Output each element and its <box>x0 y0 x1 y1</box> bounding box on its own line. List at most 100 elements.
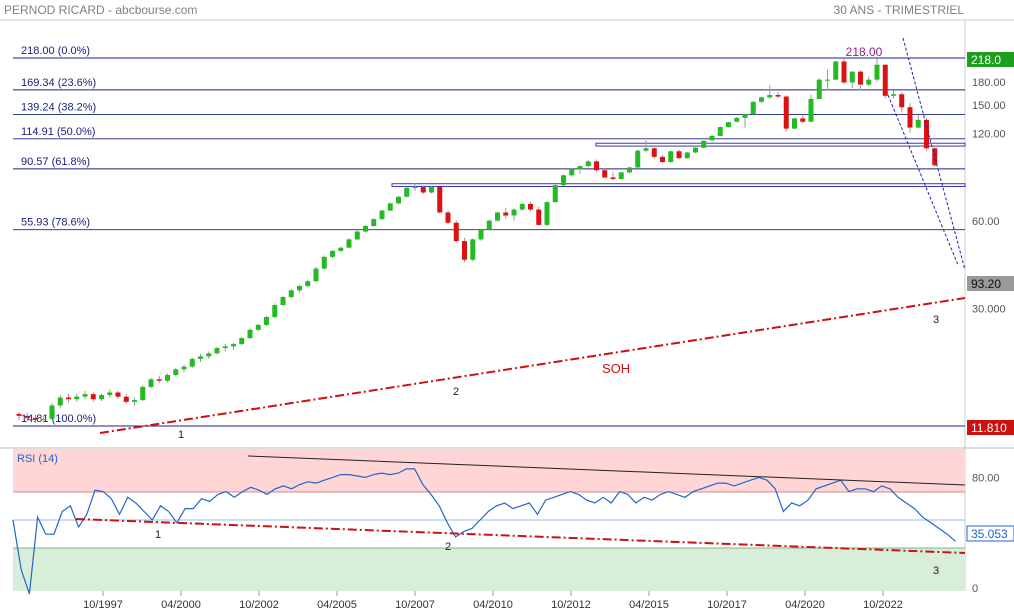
rsi-tick-label: 0 <box>972 583 978 595</box>
candle-body <box>726 122 731 128</box>
time-tick-label: 10/2007 <box>395 599 435 611</box>
candle-body <box>420 187 426 193</box>
fib-label-4: 90.57 (61.8%) <box>21 156 90 168</box>
candle-body <box>643 148 649 151</box>
fib-label-3: 114.91 (50.0%) <box>21 126 95 138</box>
rsi-last-box <box>966 525 1014 542</box>
candle-body <box>627 167 632 173</box>
candle-body <box>280 297 286 306</box>
candle-body <box>264 317 269 325</box>
candle-body <box>503 212 509 216</box>
fib-label-5: 55.93 (78.6%) <box>21 217 90 229</box>
candle-body <box>222 346 228 349</box>
candle-body <box>858 71 863 85</box>
candle-body <box>783 96 789 129</box>
candle-body <box>833 61 839 80</box>
candle-body <box>734 117 740 122</box>
candle-body <box>825 79 830 81</box>
candle-body <box>239 338 245 345</box>
candle-body <box>297 286 302 291</box>
candle-body <box>321 256 327 269</box>
rsi-wave-label-1: 1 <box>155 529 161 541</box>
candle-body <box>536 209 542 225</box>
time-tick-label: 10/2022 <box>863 599 903 611</box>
rsi-wave-label-3: 3 <box>933 565 939 577</box>
rsi-title: RSI (14) <box>17 453 58 465</box>
time-axis: 10/1997 04/2000 10/2002 04/2005 10/2007 04/20… <box>83 591 903 611</box>
candlesticks <box>16 58 938 423</box>
time-tick-label: 04/2010 <box>473 599 513 611</box>
time-tick-label: 10/1997 <box>83 599 123 611</box>
price-tick-label: 120.00 <box>972 128 1006 140</box>
fibonacci-levels: 218.00 (0.0%) 169.34 (23.6%) 139.24 (38.2%… <box>13 45 965 427</box>
candle-body <box>198 356 203 359</box>
candle-body <box>709 135 715 141</box>
candle-body <box>148 379 154 387</box>
support-channels <box>391 142 966 187</box>
candle-body <box>206 353 212 357</box>
last-price-label: 93.20 <box>971 277 1001 291</box>
candle-body <box>635 150 641 168</box>
candle-body <box>808 98 814 122</box>
candle-body <box>849 71 855 83</box>
last-price-box <box>967 276 1014 291</box>
candle-body <box>544 202 550 225</box>
candle-body <box>552 185 558 203</box>
candle-body <box>90 394 96 400</box>
fib-label-2: 139.24 (38.2%) <box>21 102 96 114</box>
price-tick-label: 60.00 <box>972 216 1000 228</box>
price-tick-label: 150.00 <box>972 100 1006 112</box>
candle-body <box>429 186 434 193</box>
rsi-last-label: 35.053 <box>971 527 1008 541</box>
candle-body <box>816 79 822 99</box>
candle-body <box>16 413 22 416</box>
high-marker-label: 218.00 <box>846 45 883 59</box>
candle-body <box>107 392 113 395</box>
trendlines <box>99 37 966 434</box>
rsi-support-trendline <box>75 518 966 554</box>
candle-body <box>49 405 55 419</box>
candle-body <box>57 397 63 406</box>
candle-body <box>874 64 880 80</box>
candle-body <box>371 219 377 226</box>
candle-body <box>396 196 401 204</box>
candle-body <box>412 187 418 189</box>
price-tick-label: 180.00 <box>972 77 1006 89</box>
candle-body <box>618 172 624 179</box>
candle-body <box>99 394 104 400</box>
candle-body <box>156 379 162 381</box>
candle-body <box>82 394 88 397</box>
candle-body <box>363 225 368 232</box>
wave-label-3: 3 <box>933 314 939 326</box>
candle-body <box>470 239 476 260</box>
candle-body <box>140 386 146 401</box>
candle-body <box>74 396 80 400</box>
candle-body <box>899 94 905 108</box>
candle-body <box>775 95 781 97</box>
candle-body <box>387 203 393 211</box>
candle-body <box>841 61 847 83</box>
rsi-wave-label-2: 2 <box>445 541 451 553</box>
low-value-label: 11.810 <box>971 421 1007 435</box>
candle-body <box>610 177 616 179</box>
candle-body <box>594 161 599 171</box>
fib-label-0: 218.00 (0.0%) <box>21 45 90 57</box>
candle-body <box>330 250 335 257</box>
soh-trendline <box>99 297 966 434</box>
candle-body <box>478 229 484 240</box>
candle-body <box>602 170 608 178</box>
rsi-line <box>12 468 956 594</box>
candle-body <box>759 97 764 102</box>
candle-body <box>924 119 929 149</box>
candle-body <box>701 140 707 148</box>
candle-body <box>882 64 888 96</box>
candle-body <box>767 95 773 98</box>
candle-body <box>561 175 566 186</box>
candle-body <box>404 187 410 197</box>
time-tick-label: 04/2015 <box>629 599 669 611</box>
downtrend-line-outer <box>902 37 966 271</box>
candle-body <box>915 119 921 128</box>
candle-body <box>247 329 253 339</box>
candle-body <box>569 169 575 176</box>
